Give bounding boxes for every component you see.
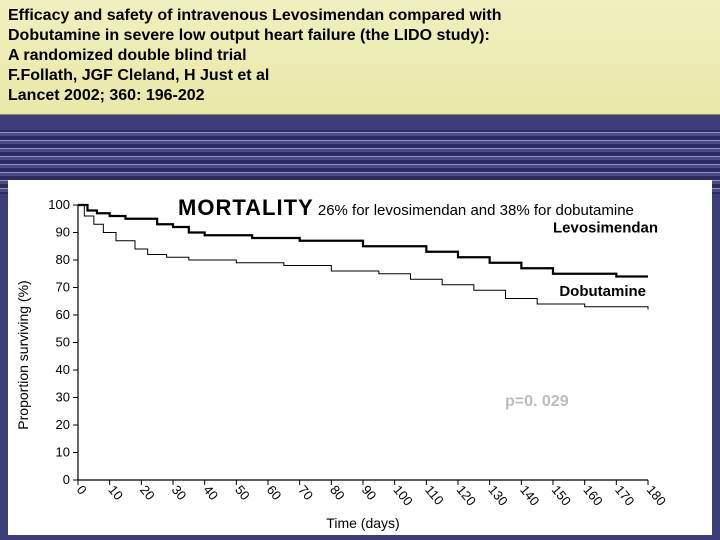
dobutamine-label: Dobutamine <box>559 283 646 300</box>
svg-text:80: 80 <box>327 482 348 503</box>
y-ticks: 0 10 20 30 40 50 60 70 80 90 100 <box>48 197 78 487</box>
svg-text:110: 110 <box>422 482 447 508</box>
svg-text:0: 0 <box>74 482 90 497</box>
svg-text:20: 20 <box>56 417 70 432</box>
svg-text:10: 10 <box>56 445 70 460</box>
svg-text:150: 150 <box>549 482 574 508</box>
mortality-label: MORTALITY <box>178 195 314 220</box>
svg-text:20: 20 <box>137 482 158 503</box>
svg-text:120: 120 <box>454 482 479 508</box>
mortality-text: 26% for levosimendan and 38% for dobutam… <box>318 202 634 219</box>
citation-box: Efficacy and safety of intravenous Levos… <box>0 0 720 115</box>
svg-text:10: 10 <box>105 482 126 503</box>
svg-text:160: 160 <box>580 482 605 508</box>
svg-text:30: 30 <box>169 482 190 503</box>
svg-text:130: 130 <box>485 482 510 508</box>
svg-text:80: 80 <box>56 252 70 267</box>
slide-root: Efficacy and safety of intravenous Levos… <box>0 0 720 540</box>
x-ticks: 0 10 20 30 40 50 60 70 80 90 100 110 120130 140 150160… <box>74 480 669 509</box>
svg-text:170: 170 <box>612 482 637 508</box>
svg-text:70: 70 <box>295 482 316 503</box>
citation-line-2: Dobutamine in severe low output heart fa… <box>8 26 712 46</box>
svg-text:140: 140 <box>517 482 542 508</box>
svg-text:100: 100 <box>48 197 70 212</box>
svg-text:180: 180 <box>644 482 669 508</box>
svg-text:60: 60 <box>264 482 285 503</box>
survival-chart: 0 10 20 30 40 50 60 70 80 90 100 0 10 20 30 40 50 60 70 80… <box>8 180 712 535</box>
x-axis-title: Time (days) <box>326 515 399 531</box>
svg-text:0: 0 <box>63 472 70 487</box>
svg-text:90: 90 <box>359 482 380 503</box>
svg-text:90: 90 <box>56 225 70 240</box>
svg-text:50: 50 <box>232 482 253 503</box>
mortality-summary: MORTALITY 26% for levosimendan and 38% f… <box>178 195 634 221</box>
levosimendan-label: Levosimendan <box>553 220 658 237</box>
svg-text:30: 30 <box>56 390 70 405</box>
citation-line-3: A randomized double blind trial <box>8 46 712 66</box>
svg-text:70: 70 <box>56 280 70 295</box>
citation-line-1: Efficacy and safety of intravenous Levos… <box>8 6 712 26</box>
p-value: p=0. 029 <box>505 393 569 411</box>
svg-text:40: 40 <box>56 362 70 377</box>
svg-text:50: 50 <box>56 335 70 350</box>
svg-text:40: 40 <box>200 482 221 503</box>
chart-svg: 0 10 20 30 40 50 60 70 80 90 100 0 10 20 30 40 50 60 70 80… <box>8 180 712 535</box>
y-axis-title: Proportion surviving (%) <box>15 280 31 429</box>
citation-line-4: F.Follath, JGF Cleland, H Just et al <box>8 66 712 86</box>
svg-text:60: 60 <box>56 307 70 322</box>
svg-text:100: 100 <box>390 482 415 508</box>
citation-line-5: Lancet 2002; 360: 196-202 <box>8 86 712 106</box>
